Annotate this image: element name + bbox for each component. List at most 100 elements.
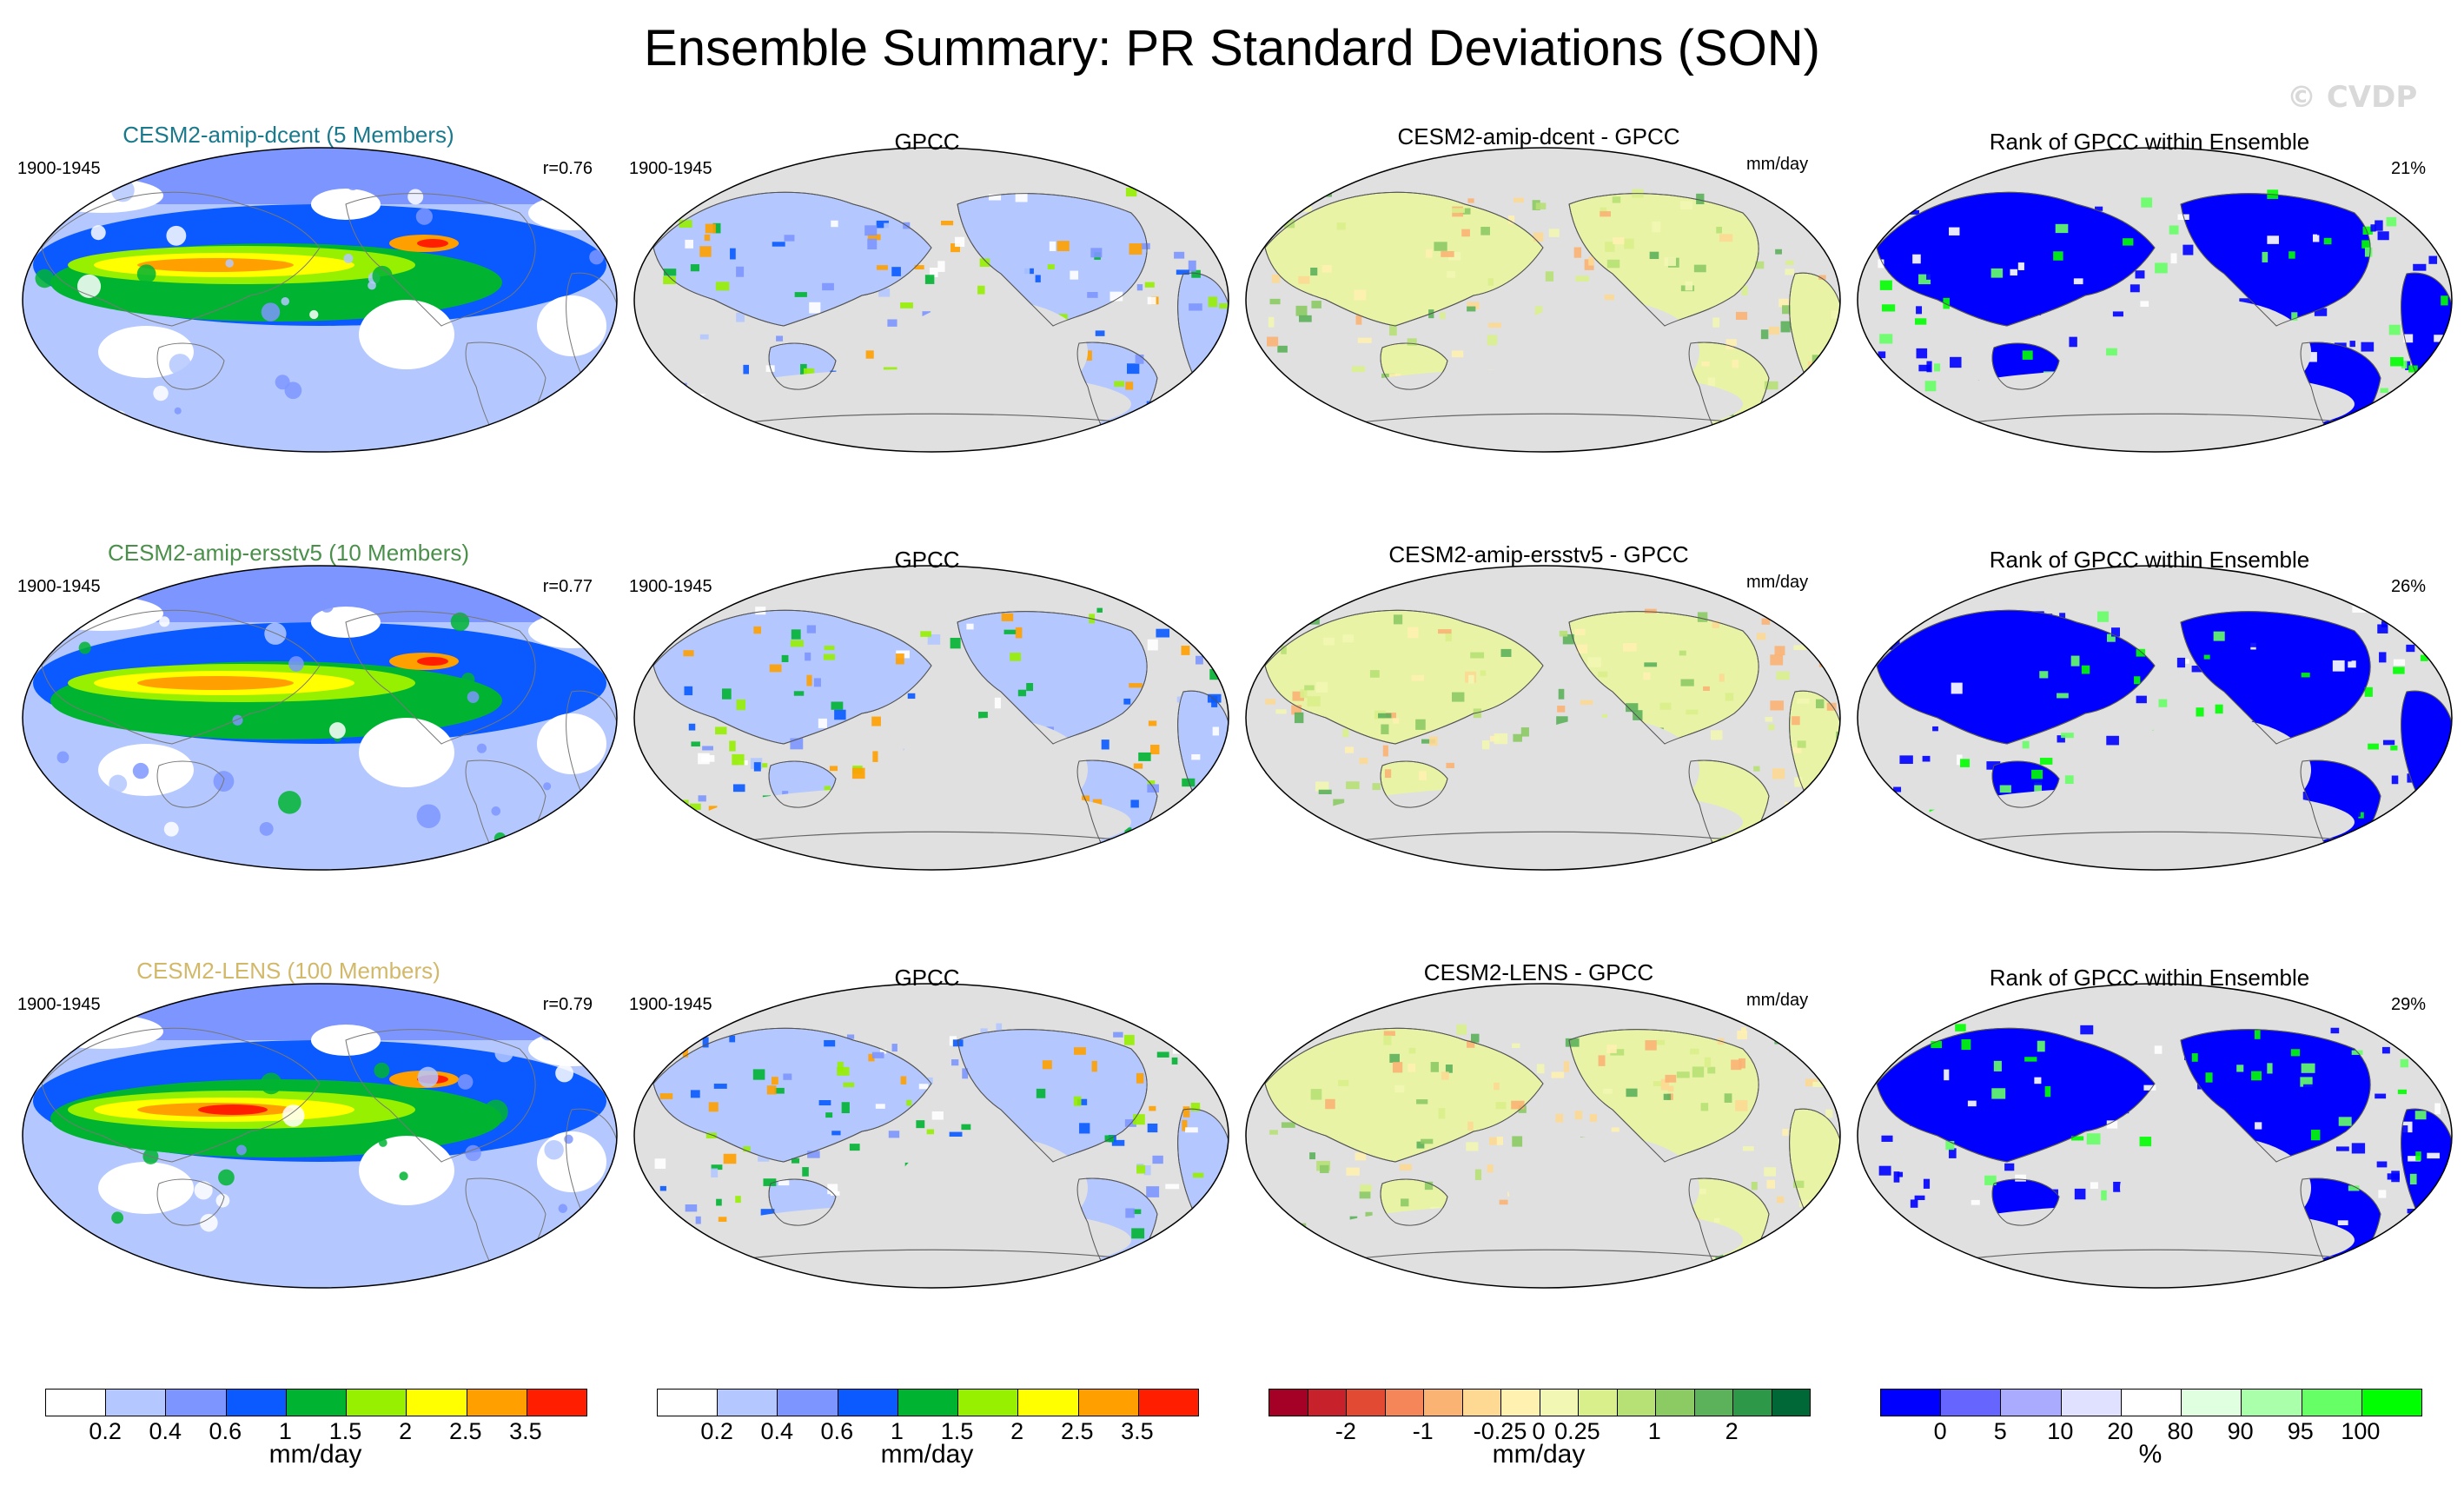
difference-unit-row-3: mm/day: [1746, 991, 1809, 1010]
colorbar-swatch: [1656, 1390, 1695, 1416]
colorbar-tick-label: 0.2: [700, 1418, 733, 1444]
colorbar-tick-label: 1: [890, 1418, 904, 1444]
colorbar-swatch: [898, 1390, 959, 1416]
gpcc-stddev-map-row-1: [633, 147, 1229, 453]
colorbar-rank: [1880, 1389, 2422, 1416]
colorbar-tick-label: -0.25: [1473, 1418, 1527, 1444]
main-title: Ensemble Summary: PR Standard Deviations…: [644, 20, 1820, 76]
rank-title-row-2: Rank of GPCC within Ensemble: [1989, 547, 2310, 573]
colorbar-swatch: [347, 1390, 407, 1416]
colorbar-tick-label: 1.5: [940, 1418, 974, 1444]
colorbar-swatch: [1579, 1390, 1618, 1416]
colorbar-stddev-1: [45, 1389, 587, 1416]
colorbar-swatch: [2361, 1390, 2421, 1416]
difference-title-row-2: CESM2-amip-ersstv5 - GPCC: [1388, 541, 1689, 567]
colorbar-swatch: [1501, 1390, 1540, 1416]
rank-map-row-2: [1857, 565, 2453, 871]
colorbar-swatch: [2121, 1390, 2182, 1416]
colorbar-tick-label: 1: [278, 1418, 292, 1444]
colorbar-tick-label: -1: [1412, 1418, 1434, 1444]
difference-map-row-1: [1245, 147, 1841, 453]
colorbar-tick-label: 0.6: [209, 1418, 242, 1444]
colorbar-swatch: [1308, 1390, 1347, 1416]
colorbar-diff: [1268, 1389, 1811, 1416]
rank-percent-row-1: 21%: [2390, 159, 2426, 178]
ensemble-title-row-2: CESM2-amip-ersstv5 (10 Members): [107, 540, 470, 566]
colorbar-tick-label: 3.5: [1121, 1418, 1154, 1444]
colorbar-tick-label: 95: [2287, 1418, 2314, 1444]
colorbar-swatch: [286, 1390, 348, 1416]
rank-map-row-1: [1857, 147, 2453, 453]
ensemble-stddev-map-row-3: [22, 983, 618, 1289]
colorbar-tick-label: 80: [2167, 1418, 2194, 1444]
colorbar-swatch: [1772, 1390, 1810, 1416]
colorbar-tick-label: 10: [2047, 1418, 2074, 1444]
colorbar-swatch: [1617, 1390, 1656, 1416]
gpcc-stddev-map-row-2: [633, 565, 1229, 871]
colorbar-tick-label: 0.6: [820, 1418, 854, 1444]
colorbar-swatch: [1694, 1390, 1733, 1416]
colorbar-swatch: [467, 1390, 527, 1416]
ensemble-title-row-1: CESM2-amip-dcent (5 Members): [123, 122, 454, 148]
colorbar-swatch: [1881, 1390, 1942, 1416]
colorbar-tick-label: 2: [399, 1418, 413, 1444]
rank-map-row-3: [1857, 983, 2453, 1289]
colorbar-tick-label: 0: [1933, 1418, 1947, 1444]
period-label-row-2: 1900-1945: [17, 577, 101, 596]
colorbar-swatch: [658, 1390, 719, 1416]
colorbar-tick-label: 1.5: [328, 1418, 362, 1444]
colorbar-tick-label: 100: [2341, 1418, 2381, 1444]
colorbar-swatch: [2061, 1390, 2122, 1416]
colorbar-swatch: [838, 1390, 898, 1416]
gpcc-stddev-map-row-3: [633, 983, 1229, 1289]
colorbar-unit-label: %: [2138, 1440, 2163, 1469]
colorbar-tick-label: 3.5: [509, 1418, 542, 1444]
colorbar-tick-label: 1: [1647, 1418, 1661, 1444]
colorbar-swatch: [106, 1390, 167, 1416]
colorbar-swatch: [1138, 1390, 1198, 1416]
colorbar-tick-label: 20: [2107, 1418, 2134, 1444]
colorbar-swatch: [2242, 1390, 2302, 1416]
pattern-correlation-row-1: r=0.76: [542, 159, 593, 178]
gpcc-title-row-1: GPCC: [894, 129, 960, 155]
colorbar-swatch: [166, 1390, 227, 1416]
gpcc-period-row-1: 1900-1945: [629, 159, 712, 178]
difference-title-row-1: CESM2-amip-dcent - GPCC: [1397, 123, 1680, 149]
colorbar-unit-label: mm/day: [268, 1440, 362, 1469]
colorbar-tick-label: 0.2: [89, 1418, 122, 1444]
colorbar-swatch: [1018, 1390, 1079, 1416]
colorbar-tick-label: 0.4: [760, 1418, 793, 1444]
difference-unit-row-2: mm/day: [1746, 573, 1809, 592]
colorbar-swatch: [1347, 1390, 1386, 1416]
difference-title-row-3: CESM2-LENS - GPCC: [1423, 959, 1654, 985]
colorbar-tick-label: 2.5: [448, 1418, 482, 1444]
colorbar-swatch: [2302, 1390, 2362, 1416]
colorbar-tick-label: 0: [1532, 1418, 1546, 1444]
rank-title-row-3: Rank of GPCC within Ensemble: [1989, 965, 2310, 991]
colorbar-swatch: [1733, 1390, 1772, 1416]
ensemble-stddev-map-row-2: [22, 565, 618, 871]
colorbar-tick-label: 5: [1993, 1418, 2007, 1444]
difference-unit-row-1: mm/day: [1746, 155, 1809, 174]
colorbar-swatch: [2001, 1390, 2062, 1416]
difference-map-row-2: [1245, 565, 1841, 871]
colorbar-swatch: [407, 1390, 467, 1416]
colorbar-swatch: [1540, 1390, 1579, 1416]
ensemble-title-row-3: CESM2-LENS (100 Members): [136, 958, 440, 984]
colorbar-tick-label: -2: [1335, 1418, 1356, 1444]
rank-percent-row-3: 29%: [2390, 995, 2426, 1014]
gpcc-title-row-3: GPCC: [894, 965, 960, 991]
colorbar-tick-label: 2.5: [1060, 1418, 1094, 1444]
colorbar-swatch: [718, 1390, 778, 1416]
gpcc-period-row-3: 1900-1945: [629, 995, 712, 1014]
colorbar-unit-label: mm/day: [880, 1440, 974, 1469]
colorbar-swatch: [527, 1390, 586, 1416]
colorbar-swatch: [1269, 1390, 1308, 1416]
colorbar-swatch: [2182, 1390, 2242, 1416]
gpcc-period-row-2: 1900-1945: [629, 577, 712, 596]
colorbar-tick-label: 0.25: [1554, 1418, 1600, 1444]
colorbar-swatch: [1462, 1390, 1501, 1416]
colorbar-swatch: [46, 1390, 107, 1416]
colorbar-swatch: [1385, 1390, 1424, 1416]
period-label-row-1: 1900-1945: [17, 159, 101, 178]
